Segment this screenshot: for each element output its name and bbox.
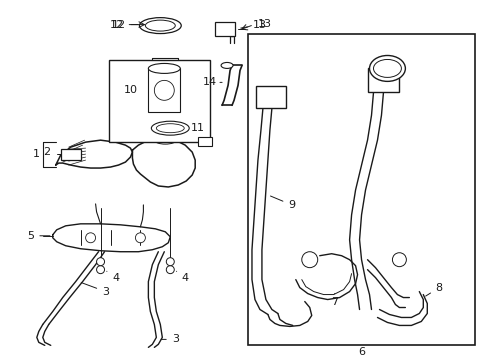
Bar [148, 68, 180, 112]
Text: 9: 9 [270, 196, 295, 210]
Text: 2: 2 [43, 147, 50, 157]
Text: 4: 4 [176, 271, 189, 283]
Circle shape [97, 266, 104, 274]
Circle shape [166, 258, 174, 266]
Text: 4: 4 [107, 271, 119, 283]
Text: 11: 11 [185, 123, 205, 133]
Bar [61, 149, 81, 160]
Circle shape [392, 253, 406, 267]
Text: 6: 6 [358, 347, 365, 357]
Ellipse shape [154, 80, 174, 100]
Text: 5: 5 [27, 231, 50, 241]
Bar [108, 60, 210, 142]
Bar [248, 33, 475, 345]
Bar [368, 68, 399, 92]
Circle shape [166, 266, 174, 274]
Text: 7: 7 [331, 293, 338, 306]
Ellipse shape [151, 121, 189, 135]
Text: 13: 13 [241, 19, 267, 30]
Ellipse shape [156, 124, 184, 133]
Ellipse shape [154, 136, 176, 144]
Ellipse shape [373, 59, 401, 77]
Circle shape [135, 233, 146, 243]
Text: 10: 10 [123, 85, 137, 95]
Text: 12: 12 [109, 19, 123, 30]
Circle shape [86, 233, 96, 243]
Text: 14: 14 [203, 77, 222, 87]
Ellipse shape [221, 62, 233, 68]
Text: 3: 3 [81, 283, 109, 297]
Bar [198, 137, 212, 146]
Circle shape [302, 252, 318, 268]
Ellipse shape [148, 63, 180, 73]
Bar [256, 86, 286, 108]
Ellipse shape [140, 18, 181, 33]
Ellipse shape [146, 20, 175, 31]
Text: 8: 8 [426, 283, 443, 296]
Circle shape [97, 258, 104, 266]
Ellipse shape [369, 55, 405, 81]
Text: 13: 13 [258, 19, 272, 28]
Text: 3: 3 [161, 334, 179, 345]
Bar [215, 22, 235, 36]
Text: 12: 12 [111, 19, 138, 30]
Text: 1: 1 [33, 149, 40, 159]
